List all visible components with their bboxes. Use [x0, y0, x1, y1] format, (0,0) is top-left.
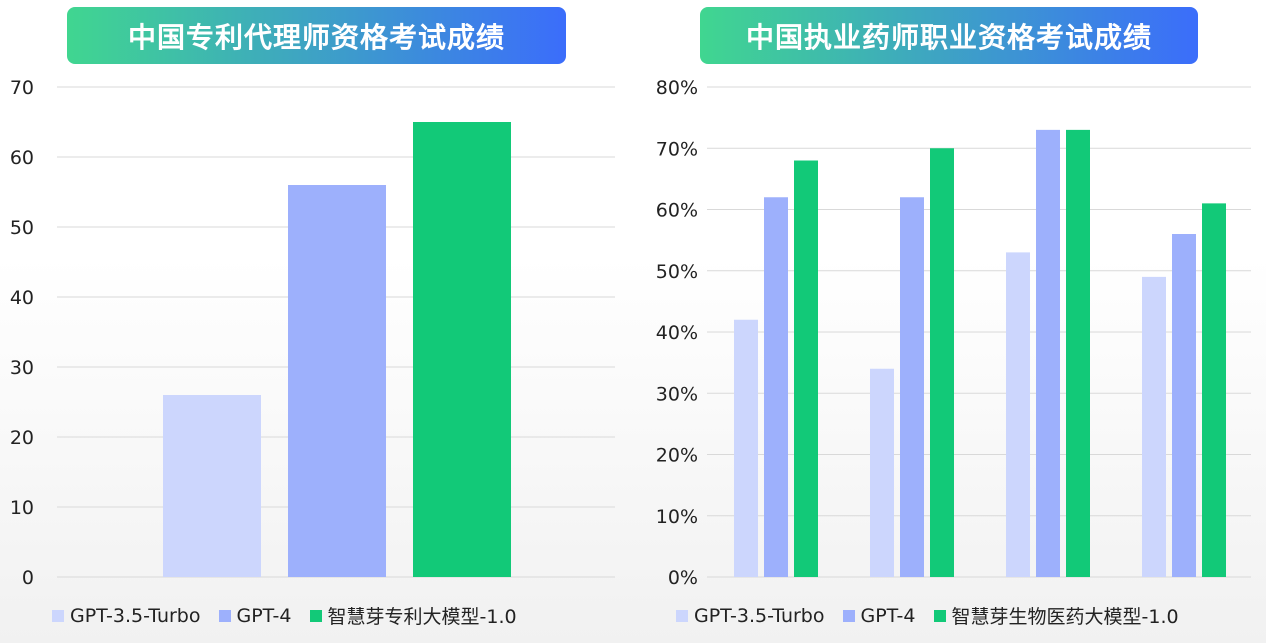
y-tick-label: 80% [656, 77, 698, 99]
legend-label: 智慧芽生物医药大模型-1.0 [951, 606, 1179, 628]
y-tick-label: 60 [10, 147, 34, 169]
legend-item: GPT-3.5-Turbo [676, 605, 825, 627]
y-tick-label: 70 [10, 77, 34, 99]
legend-swatch [52, 609, 64, 622]
legend-swatch [309, 609, 322, 622]
legend-item: GPT-4 [218, 604, 292, 627]
chart-1-title: 中国专利代理师资格考试成绩 [67, 7, 566, 64]
legend-swatch [218, 609, 231, 622]
y-tick-label: 60% [656, 200, 698, 222]
y-tick-label: 70% [656, 138, 698, 160]
bar [930, 148, 954, 577]
y-tick-label: 0 [22, 567, 34, 589]
y-tick-label: 30 [10, 357, 34, 379]
legend-label: GPT-3.5-Turbo [694, 604, 825, 627]
bar [413, 122, 511, 577]
bar [1172, 234, 1196, 577]
bar [288, 185, 386, 577]
y-tick-label: 30% [656, 383, 698, 405]
bar [734, 319, 758, 577]
bar [163, 395, 261, 577]
y-tick-label: 10% [656, 506, 698, 528]
legend-label: GPT-4 [236, 604, 292, 627]
bar [764, 197, 788, 577]
legend-swatch [933, 609, 946, 622]
bar [900, 197, 924, 577]
y-tick-label: 20 [10, 427, 34, 449]
y-tick-label: 40% [656, 322, 698, 344]
chart-2-title: 中国执业药师职业资格考试成绩 [700, 7, 1198, 64]
y-tick-label: 20% [656, 445, 698, 467]
legend-swatch [842, 609, 855, 622]
bar [794, 160, 818, 577]
legend-label: 智慧芽专利大模型-1.0 [327, 606, 517, 628]
bar [1142, 276, 1166, 577]
legend-item: 智慧芽生物医药大模型-1.0 [933, 602, 1179, 629]
bar [1202, 203, 1226, 577]
legend-swatch [676, 609, 688, 622]
y-tick-label: 50 [10, 217, 34, 239]
legend-item: GPT-3.5-Turbo [52, 605, 201, 627]
chart-1-legend: GPT-3.5-Turbo GPT-4 智慧芽专利大模型-1.0 [52, 602, 535, 629]
y-tick-label: 0% [668, 567, 698, 589]
chart-2-legend: GPT-3.5-Turbo GPT-4 智慧芽生物医药大模型-1.0 [676, 602, 1197, 629]
legend-item: GPT-4 [842, 604, 916, 627]
y-tick-label: 10 [10, 497, 34, 519]
y-tick-label: 40 [10, 287, 34, 309]
legend-item: 智慧芽专利大模型-1.0 [309, 602, 517, 629]
bar [1006, 252, 1030, 577]
bar [870, 368, 894, 577]
legend-label: GPT-3.5-Turbo [70, 604, 201, 627]
bar [1036, 129, 1060, 577]
y-tick-label: 50% [656, 261, 698, 283]
bar [1066, 129, 1090, 577]
legend-label: GPT-4 [860, 604, 916, 627]
